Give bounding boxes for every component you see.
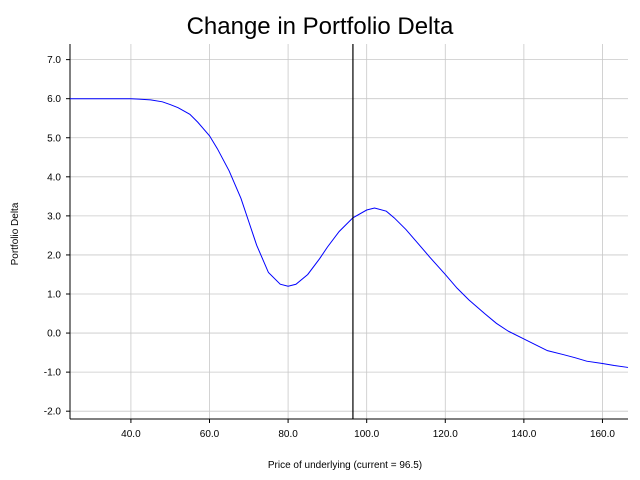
x-tick-label: 140.0 xyxy=(511,429,536,440)
y-tick-label: 3.0 xyxy=(47,211,61,222)
y-tick-label: 2.0 xyxy=(47,250,61,261)
y-tick-label: 5.0 xyxy=(47,133,61,144)
axis-layer xyxy=(66,44,628,423)
y-axis-title: Portfolio Delta xyxy=(10,202,21,265)
y-tick-label: 1.0 xyxy=(47,290,61,301)
x-axis-title: Price of underlying (current = 96.5) xyxy=(268,460,422,471)
y-tick-label: 0.0 xyxy=(47,329,61,340)
x-tick-label: 100.0 xyxy=(354,429,379,440)
x-tick-label: 40.0 xyxy=(121,429,141,440)
y-tick-label: 6.0 xyxy=(47,94,61,105)
series-line-0 xyxy=(70,98,629,368)
tick-label-layer: 40.0 60.0 80.0 100.0 120.0 140.0 160.0 -2.0 -1.0… xyxy=(44,55,616,440)
y-tick-label: 4.0 xyxy=(47,172,61,183)
series-layer xyxy=(70,98,629,368)
x-tick-label: 60.0 xyxy=(200,429,220,440)
y-tick-label: 7.0 xyxy=(47,55,61,66)
y-tick-label: -2.0 xyxy=(44,407,62,418)
x-tick-label: 120.0 xyxy=(433,429,458,440)
chart-title: Change in Portfolio Delta xyxy=(187,13,454,40)
x-tick-label: 80.0 xyxy=(278,429,298,440)
x-tick-label: 160.0 xyxy=(590,429,615,440)
grid-layer xyxy=(70,44,628,419)
y-tick-label: -1.0 xyxy=(44,368,62,379)
